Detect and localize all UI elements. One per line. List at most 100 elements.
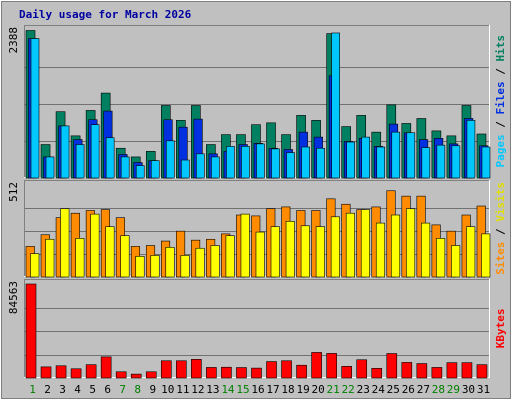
- bar-kbytes-day-12: [191, 359, 202, 379]
- day-label-20: 20: [312, 383, 325, 396]
- panel-hits-files-pages: 2388 Pages / Files / Hits: [7, 25, 507, 179]
- bar-pages-day-10: [165, 140, 175, 179]
- bar-pages-day-3: [60, 125, 70, 179]
- axis-max-label: 2388: [7, 27, 20, 54]
- bar-pages-day-16: [256, 143, 265, 179]
- bar-pages-day-18: [286, 152, 295, 179]
- bar-pages-day-11: [181, 159, 190, 179]
- legend-entry: /: [494, 222, 507, 242]
- bar-pages-day-29: [451, 145, 461, 179]
- bar-pages-day-23: [361, 136, 371, 179]
- chart-title: Daily usage for March 2026: [19, 8, 192, 21]
- bar-sites-day-9: [150, 255, 160, 278]
- bar-kbytes-day-31: [476, 364, 488, 379]
- series-kbytes: [25, 283, 488, 379]
- day-label-24: 24: [372, 383, 386, 396]
- bar-pages-day-15: [241, 146, 250, 179]
- bar-sites-day-11: [180, 255, 190, 278]
- series-legend: Sites / Visits: [494, 182, 507, 275]
- legend-entry: Visits: [494, 182, 507, 222]
- bar-pages-day-24: [376, 146, 386, 179]
- axis-max-label: 84563: [7, 281, 20, 314]
- bar-pages-day-9: [150, 160, 160, 179]
- bar-kbytes-day-27: [416, 363, 428, 379]
- bar-sites-day-28: [436, 238, 446, 278]
- day-label-3: 3: [59, 383, 66, 396]
- bar-sites-day-3: [60, 208, 70, 278]
- day-label-14: 14: [221, 383, 235, 396]
- bar-pages-day-14: [226, 146, 235, 179]
- day-label-4: 4: [74, 383, 81, 396]
- bar-pages-day-20: [316, 147, 325, 179]
- bar-sites-day-20: [315, 226, 325, 278]
- bar-kbytes-day-20: [311, 352, 322, 379]
- bar-sites-day-27: [421, 222, 431, 278]
- bar-sites-day-29: [451, 245, 461, 278]
- bar-kbytes-day-16: [251, 367, 262, 379]
- bar-kbytes-day-9: [145, 371, 157, 379]
- bar-pages-day-28: [436, 144, 446, 179]
- day-label-29: 29: [447, 383, 460, 396]
- bar-sites-day-24: [375, 222, 386, 278]
- legend-entry: Hits: [494, 35, 507, 62]
- panels: 2388 Pages / Files / Hits 512 Sites / Visit…: [7, 25, 507, 379]
- bar-sites-day-18: [285, 221, 295, 278]
- bar-kbytes-day-13: [206, 367, 217, 379]
- series-pages: [30, 32, 491, 179]
- day-label-15: 15: [236, 383, 249, 396]
- day-label-19: 19: [296, 383, 309, 396]
- bar-kbytes-day-6: [100, 356, 112, 379]
- bar-sites-day-5: [90, 213, 100, 278]
- bar-kbytes-day-23: [356, 359, 368, 379]
- series-legend: Pages / Files / Hits: [494, 35, 507, 168]
- bar-sites-day-25: [390, 214, 401, 278]
- bar-sites-day-17: [270, 226, 280, 278]
- bar-kbytes-day-5: [85, 364, 97, 379]
- day-labels: 1 2 3 4 5 6 7 8 9 10 11 12 13 14 15 16 17 18 19 20 21 22 23 24 2…: [29, 383, 490, 396]
- day-label-22: 22: [342, 383, 355, 396]
- bar-kbytes-day-4: [70, 368, 82, 379]
- legend-entry: /: [494, 62, 507, 82]
- bar-pages-day-5: [90, 124, 100, 179]
- bar-pages-day-19: [301, 146, 310, 179]
- bar-sites-day-13: [210, 245, 220, 278]
- bar-pages-day-13: [211, 156, 220, 179]
- bar-kbytes-day-19: [296, 364, 307, 379]
- day-label-6: 6: [104, 383, 111, 396]
- bar-sites-day-15: [240, 213, 250, 278]
- bar-sites-day-6: [105, 226, 115, 278]
- bar-kbytes-day-28: [431, 367, 443, 379]
- bar-pages-day-27: [421, 147, 431, 179]
- bar-kbytes-day-15: [236, 367, 247, 379]
- day-label-17: 17: [266, 383, 279, 396]
- bar-sites-day-12: [195, 247, 205, 278]
- bar-pages-day-7: [120, 156, 130, 179]
- series-legend: KBytes: [494, 309, 507, 349]
- bar-kbytes-day-21: [326, 353, 337, 379]
- day-label-7: 7: [119, 383, 126, 396]
- bar-pages-day-17: [271, 148, 280, 179]
- day-label-28: 28: [432, 383, 445, 396]
- bar-kbytes-day-26: [401, 362, 413, 379]
- bar-kbytes-day-22: [341, 366, 352, 379]
- bar-sites-day-23: [360, 209, 371, 278]
- day-label-26: 26: [402, 383, 415, 396]
- axis-max-label: 512: [7, 182, 20, 202]
- day-label-23: 23: [357, 383, 370, 396]
- bar-kbytes-day-7: [115, 371, 127, 379]
- bar-pages-day-25: [391, 131, 401, 179]
- legend-entry: Files: [494, 81, 507, 114]
- bar-kbytes-day-18: [281, 360, 292, 379]
- bar-sites-day-22: [345, 212, 355, 278]
- bar-kbytes-day-3: [55, 365, 67, 379]
- bar-pages-day-12: [196, 153, 205, 179]
- bar-pages-day-8: [135, 165, 145, 179]
- bar-kbytes-day-25: [386, 353, 398, 379]
- bar-pages-day-31: [481, 146, 491, 179]
- day-label-16: 16: [251, 383, 264, 396]
- bar-kbytes-day-11: [176, 360, 187, 379]
- bar-kbytes-day-17: [266, 361, 277, 379]
- day-label-30: 30: [462, 383, 475, 396]
